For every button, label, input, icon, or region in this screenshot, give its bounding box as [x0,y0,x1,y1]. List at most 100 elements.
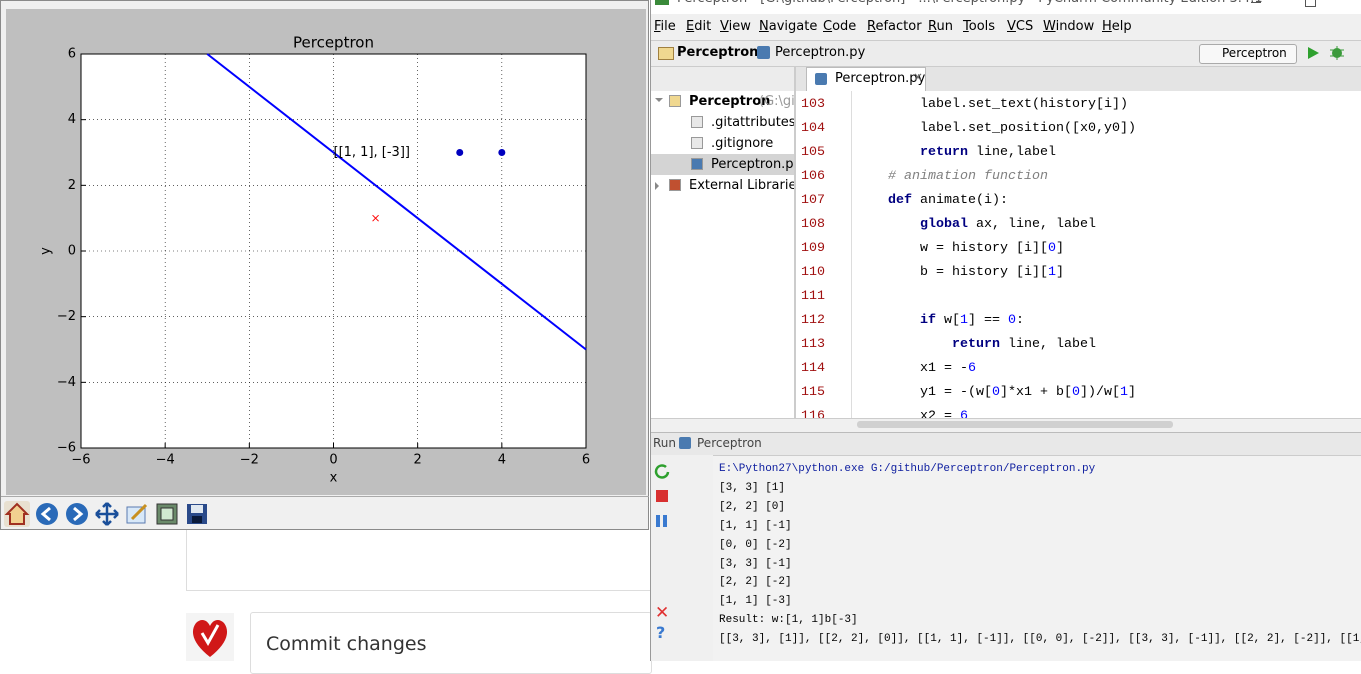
menu-item[interactable]: Edit [686,19,712,34]
python-icon [679,437,691,449]
chart: Perceptron −6 −4 −2 0 2 4 6 −6 −4 −2 0 2 4 6 x y [[1, 1],… [39,34,591,486]
line-number: 106 [801,169,825,184]
code-line: x1 = -6 [856,361,976,376]
close-button[interactable]: ✕ [655,603,670,623]
editor: 103 label.set_text(history[i]) 104 label.… [796,91,1361,418]
y-axis-label: y [39,247,54,255]
code-line: return line, label [951,337,1096,352]
output-line: [[3, 3], [1]], [[2, 2], [0]], [[1, 1], [… [719,633,1361,646]
line-number: 107 [801,193,825,208]
scrollbars [651,418,1361,432]
debug-button[interactable] [1329,45,1345,61]
x-tick-label: 2 [414,453,422,468]
scroll-thumb[interactable] [857,421,1173,428]
expander [655,98,663,106]
subplots-button[interactable] [154,501,180,527]
tab-close[interactable]: × [913,70,924,84]
x-tick-label: 0 [329,453,337,468]
output-line: [3, 3] [1] [719,481,786,494]
x-tick-label: 4 [498,453,506,468]
tree-icon [691,158,703,170]
app-icon [655,0,669,5]
code-line: return line,label [920,145,1056,160]
breadcrumb[interactable]: Perceptron [677,45,759,60]
zoom-button[interactable] [124,501,150,527]
help-button[interactable]: ? [656,623,666,642]
pause-button[interactable] [656,515,660,527]
stop-button[interactable] [656,490,668,502]
output-line: Result: w:[1, 1]b[-3] [719,614,858,627]
tab-bar: Perceptron.py × [796,67,1361,92]
y-tick-label: −6 [57,441,76,456]
line-number: 116 [801,409,825,418]
tree-label: External Libraries [689,178,794,193]
output-line: [1, 1] [-1] [719,519,792,532]
plot-frame [80,53,587,449]
form-box [186,530,651,591]
menu-item[interactable]: View [720,19,751,34]
minimize-button[interactable] [1251,2,1261,3]
menu-item[interactable]: Code [823,19,857,34]
x-tick-label: 6 [582,453,590,468]
x-tick-label: −2 [240,453,259,468]
code-line: x2 = 6 [856,409,968,418]
tree-label: Perceptron [689,94,771,109]
python-icon [815,73,827,85]
project-toolbar [651,67,794,92]
menu-item[interactable]: Help [1102,19,1132,34]
pan-button[interactable] [94,501,120,527]
y-tick-label: 6 [68,47,76,62]
folder-icon [658,47,674,60]
code-line: global ax, line, label [920,217,1096,232]
y-tick-label: 2 [68,178,76,193]
run-toolbar: ✕ ? [651,455,713,661]
tree-row[interactable]: .gitattributes [651,112,794,133]
menu-item[interactable]: Refactor [867,19,922,34]
run-config-name: Perceptron [697,436,762,450]
save-button[interactable] [184,501,210,527]
editor-tab[interactable]: Perceptron.py × [806,67,926,91]
run-header: Run Perceptron [651,432,1361,456]
output-line: E:\Python27\python.exe G:/github/Percept… [719,463,1096,475]
menu-item[interactable]: Run [928,19,953,34]
rerun-button[interactable] [654,463,670,479]
line-number: 104 [801,121,825,136]
tree-row[interactable]: Perceptron.py [651,154,794,175]
run-config[interactable]: Perceptron [1199,44,1297,64]
menu-item[interactable]: VCS [1007,19,1034,34]
y-tick-label: 0 [68,244,76,259]
output-line: [1, 1] [-3] [719,595,792,608]
separator [1,496,649,497]
tree-row[interactable]: Perceptron(G:\gith [651,91,794,112]
line-number: 110 [801,265,825,280]
code-line: label.set_text(history[i]) [920,97,1128,112]
menu-item[interactable]: Tools [963,19,996,34]
menu-item[interactable]: File [654,19,676,34]
x-tick-label: −6 [71,453,90,468]
menu-item[interactable]: Navigate [759,19,818,34]
tree-icon [691,116,703,128]
tree-row[interactable]: External Libraries [651,175,794,196]
y-tick-label: 4 [68,112,76,127]
tree-label: .gitattributes [711,115,794,130]
menu-item[interactable]: Window [1043,19,1095,34]
commit-title: Commit changes [266,633,427,655]
maximize-button[interactable] [1305,0,1316,7]
code-line: # animation function [856,169,1048,184]
forward-button[interactable] [64,501,90,527]
line-number: 114 [801,361,825,376]
line-number: 108 [801,217,825,232]
code-line: def animate(i): [888,193,1008,208]
x-axis-label: x [330,471,338,486]
run-button[interactable] [1305,45,1321,61]
tree-note: (G:\gith [759,94,794,109]
home-button[interactable] [4,501,30,527]
point [372,214,379,222]
menu-bar: File Edit View Navigate Code Refactor Run Tools… [651,14,1361,40]
tree-label: .gitignore [711,136,774,151]
back-button[interactable] [34,501,60,527]
breadcrumb[interactable]: Perceptron.py [775,45,866,60]
point [498,149,506,156]
tree-row[interactable]: .gitignore [651,133,794,154]
code-line: label.set_position([x0,y0]) [920,121,1136,136]
